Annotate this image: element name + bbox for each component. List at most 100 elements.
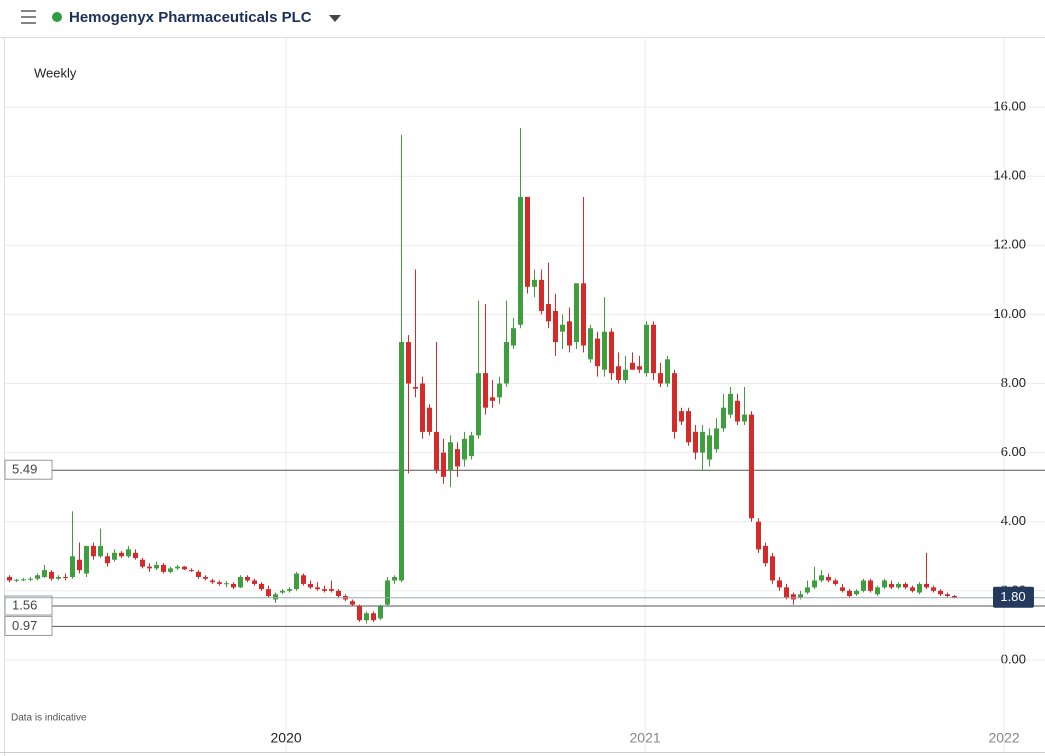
candle-body [182,566,187,570]
candle-body [945,594,950,597]
candle-body [455,449,460,467]
candle-body [567,321,572,346]
chart-title[interactable]: Hemogenyx Pharmaceuticals PLC [69,9,312,26]
candle-body [245,577,250,581]
candle-body [518,196,523,325]
price-line-label-box [4,459,53,480]
candle-body [931,587,936,591]
candle-body [721,407,726,429]
last-price-box [993,586,1034,608]
candle-body [133,552,138,559]
price-line-label: 0.97 [12,618,37,633]
candle-body [882,580,887,588]
candle-body [441,452,446,477]
candle-body [777,580,782,588]
candle-body [553,310,558,343]
candle-body [217,582,222,584]
candle-body [770,556,775,581]
candle-body [861,580,866,591]
interval-label: Weekly [34,65,77,80]
candle-body [231,583,236,588]
candle-body [483,373,488,408]
price-line-label: 5.49 [12,462,37,477]
candle-body [161,564,166,572]
candle-body [21,579,26,581]
candle-body [420,383,425,432]
y-tick-label: 14.00 [993,168,1026,183]
candle-body [833,580,838,584]
y-tick-label: 0.00 [1001,651,1026,666]
candle-body [742,414,747,422]
candle-body [434,431,439,470]
price-line-label: 1.56 [12,597,37,612]
candle-body [462,438,467,460]
candle-body [56,577,61,579]
x-tick-label: 2022 [988,730,1019,746]
candle-body [406,342,411,384]
candle-body [42,570,47,578]
candle-body [609,331,614,374]
candle-body [574,283,579,343]
candle-body [840,587,845,591]
candle-body [147,566,152,569]
candle-body [798,594,803,598]
candle-body [329,589,334,591]
menu-icon[interactable] [21,10,36,24]
candle-body [469,435,474,457]
candle-body [651,324,656,374]
candle-body [301,575,306,584]
y-tick-label: 8.00 [1001,375,1026,390]
candle-body [805,587,810,593]
y-tick-label: 4.00 [1001,513,1026,528]
candle-body [539,279,544,311]
candle-body [448,442,453,470]
candle-body [203,577,208,579]
status-dot [52,12,62,22]
candle-body [63,577,68,579]
candle-body [91,545,96,557]
candle-body [28,578,33,580]
candle-body [791,594,796,600]
price-line-label-box [4,595,53,616]
candle-body [189,570,194,572]
candle-body [812,580,817,588]
candle-body [686,411,691,443]
candle-body [308,583,313,588]
candle-body [938,590,943,595]
candle-body [700,431,705,453]
x-tick-label: 2021 [630,730,661,746]
candle-body [210,580,215,583]
candle-body [707,435,712,460]
candle-body [490,397,495,401]
candle-body [140,559,145,567]
candle-body [336,590,341,597]
candle-body [287,589,292,591]
candle-body [672,373,677,432]
candle-body [924,583,929,588]
y-tick-label: 10.00 [993,306,1026,321]
candle-body [70,556,75,578]
candle-body [903,583,908,588]
candle-body [126,549,131,557]
candle-body [322,589,327,591]
candle-body [77,559,82,571]
candle-body [917,583,922,593]
plot: 0.002.004.006.008.0010.0012.0014.0016.00… [4,38,1045,752]
candle-body [196,571,201,578]
y-tick-label: 6.00 [1001,444,1026,459]
candle-body [889,583,894,588]
last-price-label: 1.80 [1000,589,1025,604]
dropdown-caret[interactable] [329,15,341,22]
candle-body [896,583,901,588]
candle-body [385,580,390,605]
candle-body [511,328,516,346]
candle-body [854,590,859,595]
candle-body [371,613,376,621]
candle-body [847,590,852,597]
candle-body [392,577,397,581]
candle-body [266,589,271,597]
candle-body [735,400,740,422]
candle-body [504,342,509,384]
